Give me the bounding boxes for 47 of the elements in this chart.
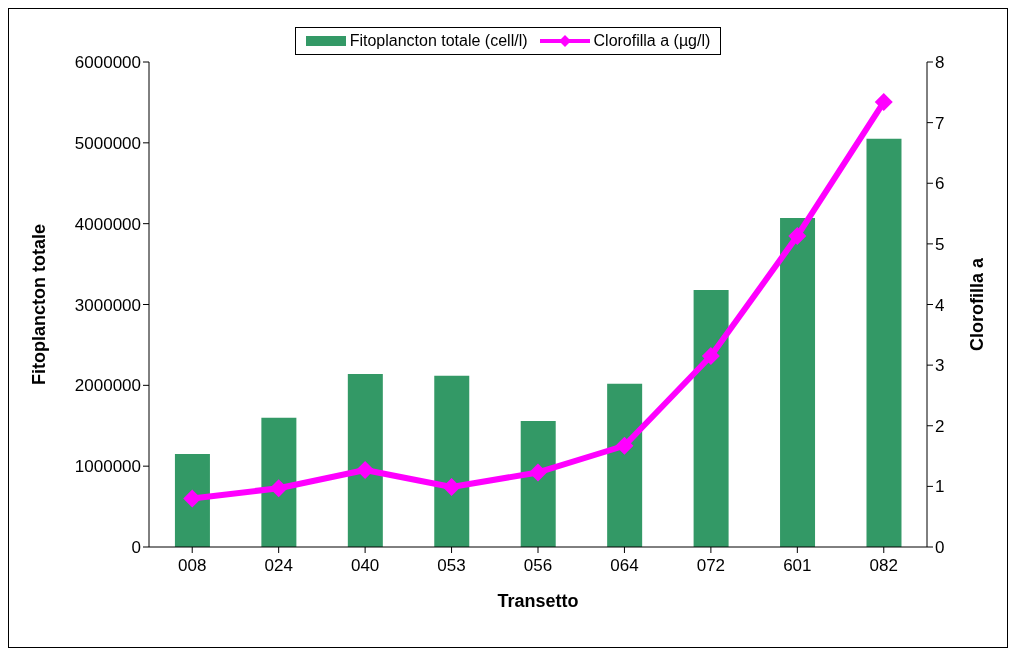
y2-tick-label: 3 — [935, 356, 945, 376]
x-tick-label: 024 — [264, 556, 293, 576]
x-tick-label: 082 — [869, 556, 898, 576]
y-tick-label: 1000000 — [74, 457, 141, 477]
point — [356, 461, 375, 480]
y2-tick-label: 1 — [935, 477, 945, 497]
y-tick-label: 0 — [131, 538, 141, 558]
x-tick-label: 064 — [610, 556, 639, 576]
y-tick-label: 5000000 — [74, 133, 141, 153]
x-tick-label: 056 — [523, 556, 553, 576]
point — [183, 489, 202, 508]
legend-label: Clorofilla a (µg/l) — [592, 32, 711, 50]
bar — [434, 375, 470, 547]
bar — [780, 218, 816, 547]
bar — [866, 138, 902, 547]
y2-tick-label: 7 — [935, 113, 945, 133]
bar — [174, 454, 210, 547]
y2-tick-label: 5 — [935, 234, 945, 254]
bar — [607, 383, 643, 547]
bar — [261, 417, 297, 547]
bar — [347, 374, 383, 547]
x-tick-label: 008 — [178, 556, 207, 576]
y-tick-label: 3000000 — [74, 295, 141, 315]
x-tick-label: 601 — [783, 556, 812, 576]
bar — [520, 420, 556, 547]
y-tick-label: 6000000 — [74, 53, 141, 73]
y2-tick-label: 8 — [935, 53, 945, 73]
y2-tick-label: 6 — [935, 174, 945, 194]
point — [874, 93, 893, 112]
y-tick-label: 2000000 — [74, 376, 141, 396]
x-tick-label: 040 — [350, 556, 380, 576]
bar — [693, 289, 729, 547]
x-tick-label: 072 — [696, 556, 726, 576]
point — [788, 226, 807, 245]
point — [701, 347, 720, 366]
x-axis-title: Transetto — [497, 591, 579, 611]
x-tick-label: 053 — [437, 556, 466, 576]
y2-axis-title: Clorofilla a — [967, 257, 988, 352]
y2-tick-label: 4 — [935, 295, 945, 315]
legend-label: Fitoplancton totale (cell/l) — [348, 32, 528, 50]
point — [529, 463, 547, 482]
y-axis-title: Fitoplancton totale — [29, 224, 50, 385]
point — [615, 436, 634, 455]
point — [442, 477, 461, 496]
y2-tick-label: 2 — [935, 416, 945, 436]
y2-tick-label: 0 — [935, 538, 945, 558]
y-tick-label: 4000000 — [74, 214, 141, 234]
